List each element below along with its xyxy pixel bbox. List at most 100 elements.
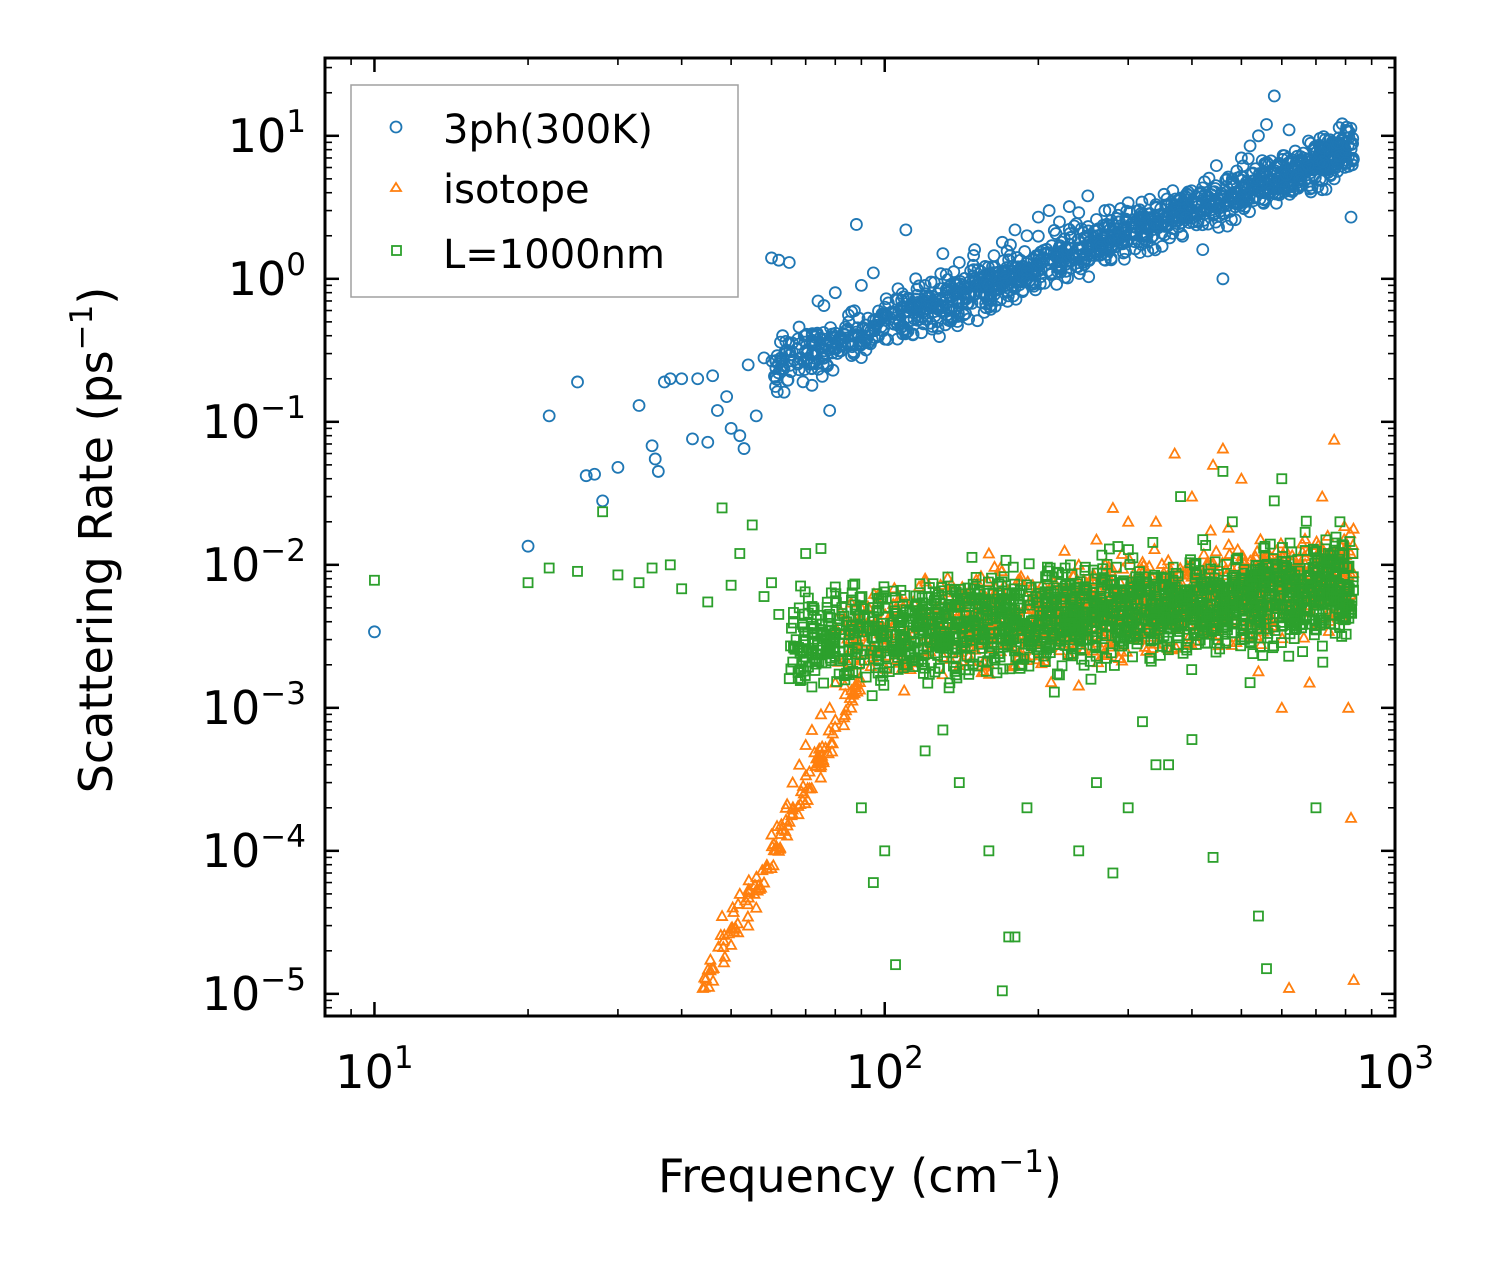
point-boundary <box>795 580 806 592</box>
point-3ph <box>1263 186 1277 200</box>
point-boundary <box>1202 637 1213 649</box>
point-3ph <box>1136 208 1149 222</box>
point-3ph <box>749 409 763 423</box>
point-isotope <box>706 961 720 974</box>
point-boundary <box>1246 570 1258 581</box>
point-boundary <box>1304 613 1315 625</box>
point-3ph <box>1166 184 1180 198</box>
point-boundary <box>1056 600 1067 612</box>
point-3ph <box>921 310 935 323</box>
point-boundary <box>1021 802 1033 814</box>
point-boundary <box>1170 567 1182 579</box>
point-boundary <box>1102 579 1113 591</box>
point-boundary <box>810 658 822 670</box>
point-boundary <box>854 609 866 621</box>
point-3ph <box>1113 227 1127 241</box>
point-boundary <box>1254 616 1266 627</box>
point-boundary <box>1067 592 1079 604</box>
point-boundary <box>1296 619 1308 631</box>
point-boundary <box>1134 576 1146 588</box>
point-boundary <box>970 571 982 583</box>
point-boundary <box>1107 867 1119 879</box>
point-boundary <box>1313 596 1324 608</box>
point-isotope <box>1234 471 1248 484</box>
point-3ph <box>1221 219 1234 233</box>
point-isotope <box>760 858 774 870</box>
point-3ph <box>828 286 842 300</box>
point-boundary <box>1116 577 1128 588</box>
point-isotope <box>814 770 828 783</box>
point-3ph <box>1243 139 1257 153</box>
point-boundary <box>1019 638 1031 650</box>
point-isotope <box>757 875 771 888</box>
point-isotope <box>828 720 842 732</box>
point-3ph <box>848 328 862 341</box>
point-boundary <box>829 581 841 593</box>
point-boundary <box>888 641 899 653</box>
point-3ph <box>1148 243 1162 257</box>
y-tick-label: 10−3 <box>202 676 306 735</box>
point-3ph <box>891 282 905 296</box>
point-3ph <box>1134 217 1148 231</box>
point-3ph <box>1238 180 1252 194</box>
point-3ph <box>770 385 784 399</box>
point-isotope <box>772 843 786 856</box>
point-boundary <box>1247 648 1259 660</box>
point-boundary <box>1214 643 1226 655</box>
point-isotope <box>1121 514 1135 527</box>
point-isotope <box>749 900 763 913</box>
point-boundary <box>917 659 929 671</box>
point-boundary <box>1181 629 1193 641</box>
point-isotope <box>1282 981 1296 993</box>
point-boundary <box>1297 586 1308 597</box>
point-3ph <box>1301 158 1315 172</box>
point-3ph <box>1094 240 1108 253</box>
point-boundary <box>982 605 994 616</box>
point-boundary <box>1169 603 1180 615</box>
point-boundary <box>808 642 819 654</box>
point-3ph <box>1009 292 1023 306</box>
point-boundary <box>1247 593 1258 605</box>
point-isotope <box>812 741 826 754</box>
point-boundary <box>1009 931 1021 943</box>
point-boundary <box>950 601 962 613</box>
point-3ph <box>942 286 955 299</box>
point-3ph <box>1219 173 1233 187</box>
point-boundary <box>949 600 961 612</box>
point-boundary <box>597 506 609 518</box>
point-boundary <box>646 562 658 574</box>
point-isotope <box>699 971 713 984</box>
point-boundary <box>1283 650 1295 662</box>
point-boundary <box>1218 585 1230 596</box>
point-boundary <box>962 582 974 594</box>
point-boundary <box>1144 652 1156 664</box>
point-boundary <box>1337 599 1349 611</box>
y-axis-title-text: Scattering Rate (ps <box>69 350 123 793</box>
point-isotope <box>1251 664 1265 677</box>
point-boundary <box>1003 931 1015 943</box>
point-boundary <box>867 624 879 636</box>
point-boundary <box>1192 585 1204 597</box>
point-3ph <box>1345 158 1359 172</box>
point-boundary <box>1314 595 1326 606</box>
point-boundary <box>802 592 814 604</box>
point-boundary <box>1069 624 1081 635</box>
point-boundary <box>800 656 812 668</box>
point-boundary <box>950 621 962 633</box>
point-boundary <box>1258 542 1270 554</box>
point-boundary <box>1307 543 1319 555</box>
point-3ph <box>1196 243 1210 257</box>
point-3ph <box>902 291 916 305</box>
point-3ph <box>1050 277 1064 291</box>
point-boundary <box>1067 599 1079 611</box>
point-3ph <box>1066 248 1080 262</box>
point-boundary <box>950 632 962 644</box>
point-boundary <box>1255 632 1267 644</box>
point-isotope <box>1204 523 1218 536</box>
point-3ph <box>1316 155 1330 169</box>
point-boundary <box>1127 586 1139 597</box>
point-boundary <box>1314 575 1326 587</box>
point-boundary <box>1185 554 1196 566</box>
y-tick-label: 10−1 <box>202 390 306 449</box>
point-boundary <box>877 617 889 629</box>
